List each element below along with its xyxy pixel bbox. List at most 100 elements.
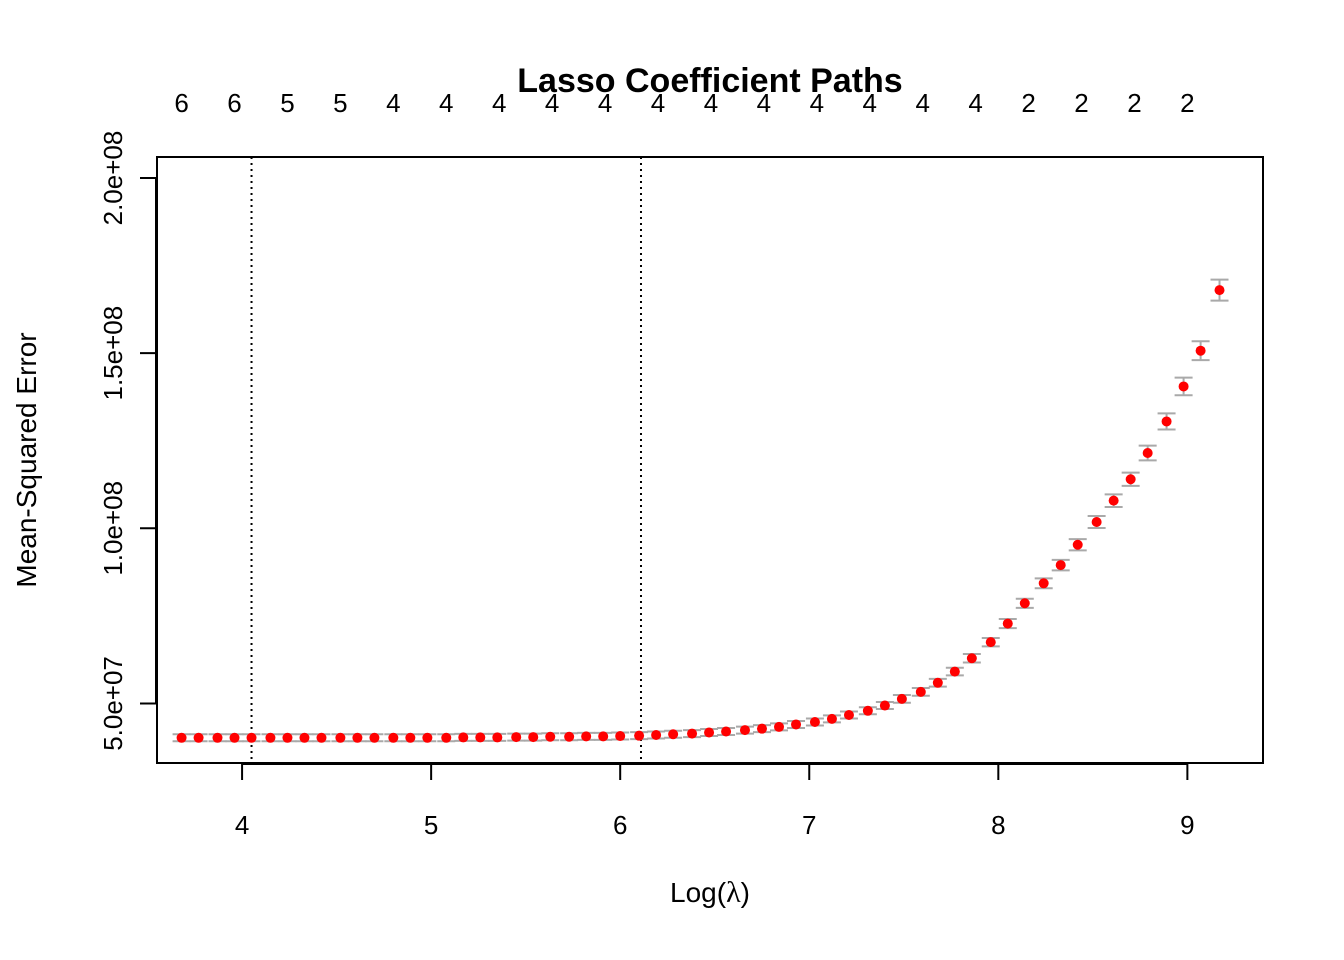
data-point — [704, 727, 715, 738]
top-count-label: 4 — [651, 88, 665, 118]
data-point — [1178, 381, 1189, 392]
top-count-label: 4 — [598, 88, 612, 118]
error-bars — [172, 278, 1229, 743]
top-count-label: 5 — [333, 88, 347, 118]
top-count-label: 4 — [386, 88, 400, 118]
x-axis-label-symbol: λ — [726, 876, 741, 909]
x-tick-label: 6 — [613, 810, 627, 840]
data-point — [545, 731, 556, 742]
data-point — [932, 677, 943, 688]
x-axis-label-prefix: Log( — [670, 877, 727, 908]
data-point — [1091, 517, 1102, 528]
y-tick-label: 5.0e+07 — [98, 656, 128, 751]
y-tick-label: 1.5e+08 — [98, 306, 128, 401]
data-point — [246, 732, 257, 743]
data-point — [879, 700, 890, 711]
x-tick-label: 7 — [802, 810, 816, 840]
data-point — [422, 732, 433, 743]
top-count-label: 4 — [757, 88, 771, 118]
data-point — [1108, 495, 1119, 506]
x-tick-label: 8 — [991, 810, 1005, 840]
x-tick-label: 5 — [424, 810, 438, 840]
top-count-label: 4 — [439, 88, 453, 118]
data-point — [405, 732, 416, 743]
y-tick-label: 1.0e+08 — [98, 481, 128, 576]
data-point — [915, 686, 926, 697]
data-point — [1125, 474, 1136, 485]
data-point — [791, 719, 802, 730]
y-tick-label: 2.0e+08 — [98, 131, 128, 226]
data-point — [369, 732, 380, 743]
data-point — [492, 732, 503, 743]
data-point — [193, 732, 204, 743]
data-point — [634, 730, 645, 741]
top-count-label: 2 — [1074, 88, 1088, 118]
data-point — [212, 732, 223, 743]
data-point — [739, 725, 750, 736]
data-point — [388, 732, 399, 743]
top-count-label: 2 — [1127, 88, 1141, 118]
data-point — [475, 732, 486, 743]
data-point — [985, 637, 996, 648]
x-axis-label-suffix: ) — [741, 877, 750, 908]
top-count-label: 4 — [968, 88, 982, 118]
x-tick-label: 4 — [235, 810, 249, 840]
data-point — [1055, 560, 1066, 571]
data-point — [528, 732, 539, 743]
data-point — [896, 693, 907, 704]
data-point — [862, 705, 873, 716]
top-count-label: 6 — [227, 88, 241, 118]
top-count-label: 2 — [1021, 88, 1035, 118]
chart-title: Lasso Coefficient Paths — [517, 62, 902, 100]
top-count-label: 4 — [810, 88, 824, 118]
data-point — [335, 732, 346, 743]
data-point — [687, 728, 698, 739]
data-point — [1142, 447, 1153, 458]
top-count-label: 4 — [915, 88, 929, 118]
top-count-label: 6 — [174, 88, 188, 118]
data-point — [1214, 285, 1225, 296]
data-point — [176, 732, 187, 743]
top-axis-counts: 6 6 5 5 4 4 4 4 4 4 4 4 4 4 4 4 2 2 2 2 — [174, 88, 1194, 118]
data-point — [299, 732, 310, 743]
top-count-label: 4 — [704, 88, 718, 118]
data-point — [511, 732, 522, 743]
data-point — [441, 732, 452, 743]
data-point — [1161, 416, 1172, 427]
top-count-label: 4 — [863, 88, 877, 118]
data-point — [352, 732, 363, 743]
data-point — [598, 731, 609, 742]
data-point — [809, 717, 820, 728]
data-point — [229, 732, 240, 743]
top-count-label: 2 — [1180, 88, 1194, 118]
plot-frame — [156, 156, 1264, 764]
data-point — [1002, 618, 1013, 629]
data-point — [721, 726, 732, 737]
data-point — [1038, 578, 1049, 589]
data-point — [668, 729, 679, 740]
data-point — [615, 731, 626, 742]
data-points — [176, 285, 1225, 743]
data-point — [1195, 345, 1206, 356]
top-count-label: 4 — [492, 88, 506, 118]
data-point — [826, 713, 837, 724]
x-axis: 4 5 6 7 8 9 — [235, 763, 1195, 840]
top-count-label: 4 — [545, 88, 559, 118]
reference-lines — [250, 157, 642, 763]
data-point — [316, 732, 327, 743]
data-point — [843, 710, 854, 721]
x-tick-label: 9 — [1180, 810, 1194, 840]
data-point — [564, 731, 575, 742]
data-point — [282, 732, 293, 743]
data-point — [1072, 539, 1083, 550]
data-point — [265, 732, 276, 743]
y-axis: 5.0e+07 1.0e+08 1.5e+08 2.0e+08 — [98, 131, 157, 751]
data-point — [756, 723, 767, 734]
data-point — [774, 721, 785, 732]
data-point — [651, 729, 662, 740]
data-point — [581, 731, 592, 742]
x-axis-label: Log(λ) — [670, 876, 750, 909]
top-count-label: 5 — [280, 88, 294, 118]
